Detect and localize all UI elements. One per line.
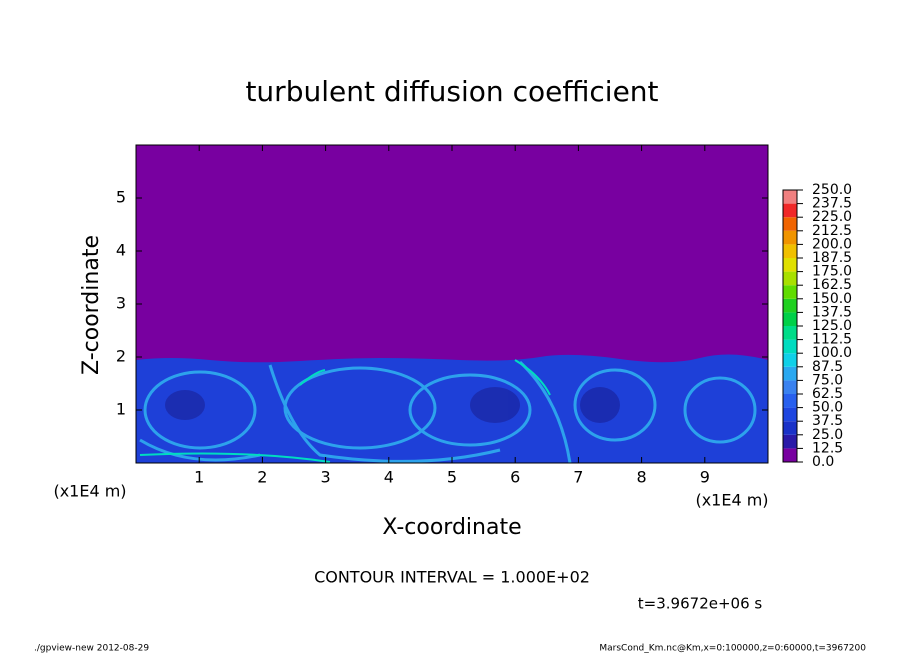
colorbar-label: 25.0 [812,427,843,443]
x-tick-label: 9 [700,468,710,487]
y-tick-label: 2 [116,347,126,366]
colorbar-band [783,434,797,449]
footer-left: ./gpview-new 2012-08-29 [34,644,149,654]
colorbar-label: 225.0 [812,209,852,225]
colorbar-band [783,312,797,326]
colorbar-label: 125.0 [812,318,852,334]
colorbar-band [783,244,797,258]
colorbar-band [783,203,797,218]
x-tick-label: 4 [384,468,394,487]
x-tick-label: 8 [637,468,647,487]
colorbar-label: 212.5 [812,223,852,239]
footer-right: MarsCond_Km.nc@Km,x=0:100000,z=0:60000,t… [599,644,866,654]
colorbar-label: 237.5 [812,196,852,212]
colorbar-band [783,285,797,299]
colorbar-label: 162.5 [812,277,852,293]
colorbar-band [783,217,797,231]
colorbar-label: 75.0 [812,372,843,388]
colorbar-label: 37.5 [812,413,843,429]
colorbar-band [783,298,797,313]
colorbar-band [783,394,797,408]
colorbar-band [783,190,797,204]
contour-interval: CONTOUR INTERVAL = 1.000E+02 [314,568,590,587]
field-shading [136,145,768,463]
colorbar-label: 12.5 [812,440,843,456]
colorbar-label: 150.0 [812,291,852,307]
colorbar-band [783,230,797,245]
colorbar-label: 187.5 [812,250,852,266]
colorbar-band [783,448,797,462]
colorbar-band [783,271,797,286]
colorbar-band [783,380,797,394]
x-unit-label: (x1E4 m) [695,491,768,510]
colorbar-label: 50.0 [812,400,843,416]
colorbar-band [783,353,797,367]
colorbar-band [783,366,797,381]
x-tick-label: 1 [194,468,204,487]
y-tick-label: 5 [116,188,126,207]
colorbar-label: 250.0 [812,182,852,198]
chart-title: turbulent diffusion coefficient [245,75,658,108]
colorbar-band [783,326,797,340]
x-tick-label: 7 [573,468,583,487]
y-unit-label: (x1E4 m) [53,482,126,501]
colorbar-band [783,407,797,422]
y-axis-label: Z-coordinate [79,235,104,375]
x-tick-label: 6 [510,468,520,487]
y-tick-label: 4 [116,241,126,260]
x-tick-label: 5 [447,468,457,487]
colorbar-label: 0.0 [812,454,834,470]
colorbar-label: 87.5 [812,359,843,375]
colorbar-band [783,339,797,354]
x-tick-label: 2 [257,468,267,487]
colorbar-label: 62.5 [812,386,843,402]
colorbar-label: 112.5 [812,332,852,348]
x-axis-label: X-coordinate [382,515,521,540]
colorbar-label: 100.0 [812,345,852,361]
colorbar-label: 175.0 [812,264,852,280]
y-tick-label: 1 [116,400,126,419]
colorbar-label: 200.0 [812,236,852,252]
colorbar-band [783,421,797,435]
y-tick-label: 3 [116,294,126,313]
colorbar-band [783,258,797,272]
time-label: t=3.9672e+06 s [638,595,763,613]
colorbar-label: 137.5 [812,304,852,320]
x-tick-label: 3 [321,468,331,487]
